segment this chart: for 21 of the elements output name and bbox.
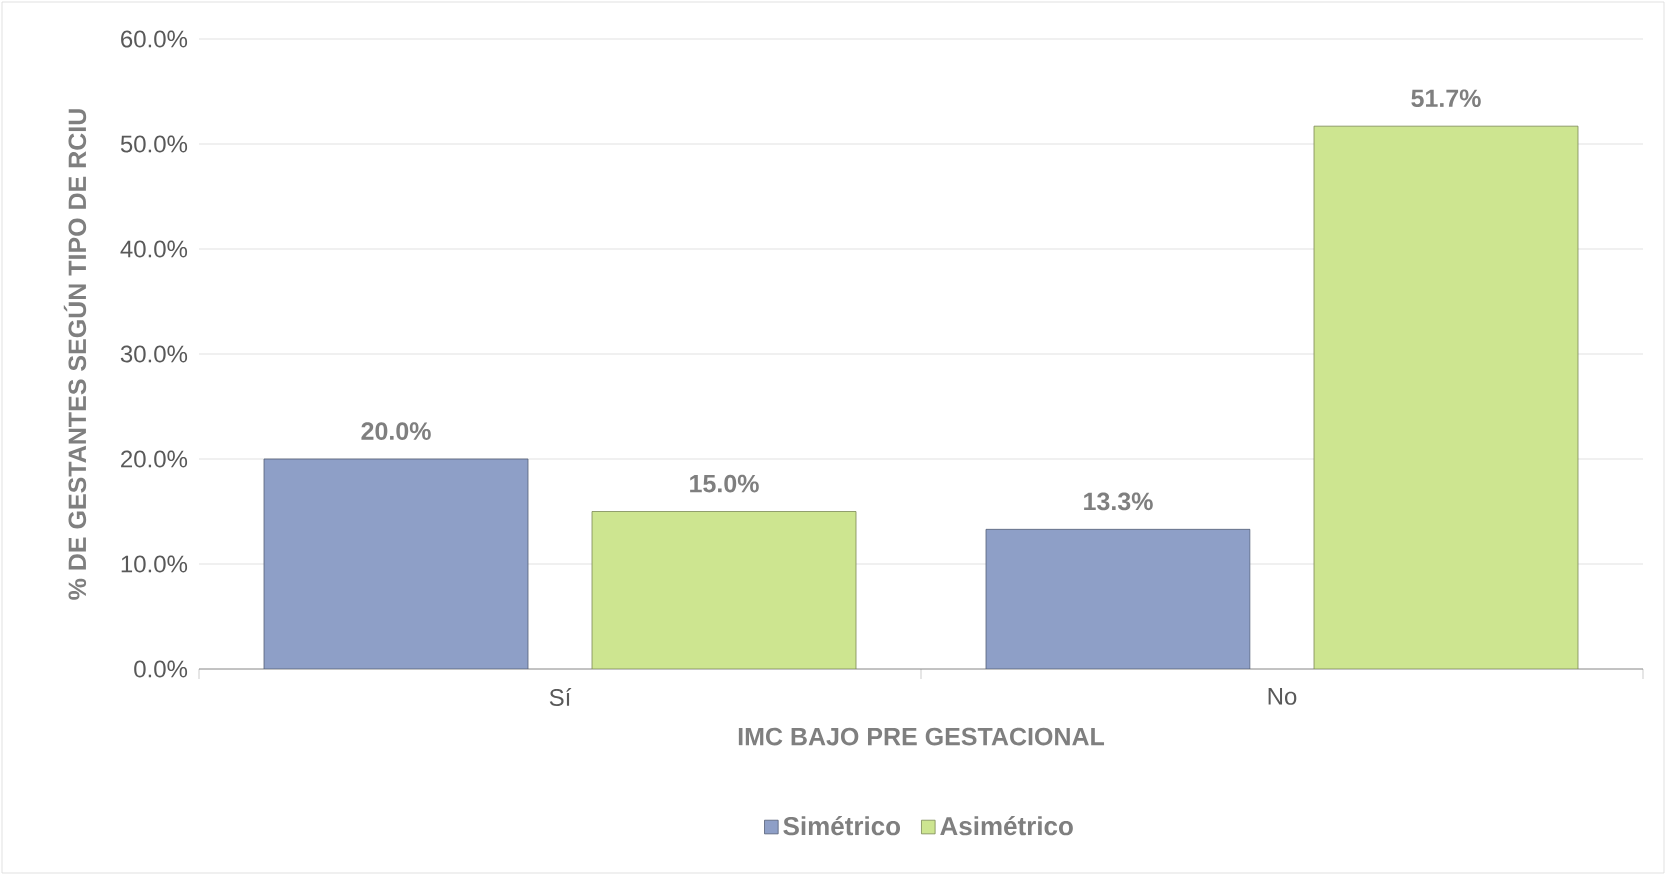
y-tick-label: 10.0% [121,555,188,573]
x-tick-label: Sí [549,688,572,706]
bar [985,528,1251,669]
y-tick-label: 50.0% [120,135,188,153]
y-axis-title: % DE GESTANTES SEGÚN TIPO DE RCIU [63,109,87,600]
y-tick-label: 0.0% [134,660,188,678]
y-tick-label: 40.0% [120,240,188,258]
legend-label: Simétrico [783,816,901,836]
y-tick-label: 20.0% [121,450,188,468]
bar [591,511,857,669]
x-axis-title: IMC BAJO PRE GESTACIONAL [738,727,1105,746]
data-label: 13.3% [1084,492,1153,511]
bar [263,458,529,669]
data-label: 51.7% [1411,89,1481,108]
y-tick-label: 60.0% [121,30,188,48]
y-tick-label: 30.0% [120,345,188,363]
data-label: 20.0% [361,422,431,440]
data-label: 15.0% [690,474,759,493]
x-tick-label: No [1268,688,1297,705]
bar [1313,125,1579,669]
legend-label: Asimétrico [940,816,1073,836]
